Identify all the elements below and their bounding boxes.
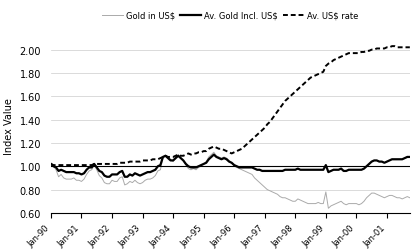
Av. US$ rate (285, 98, 290, 101)
Line: Av. Gold Incl. US$: Av. Gold Incl. US$ (51, 155, 409, 177)
Av. Gold Incl. US$ (48, 163, 53, 166)
Y-axis label: Index Value: Index Value (4, 98, 14, 154)
Gold in US$ (48, 163, 53, 166)
Av. US$ rate (223, 150, 228, 153)
Gold in US$ (277, 195, 282, 198)
Gold in US$ (285, 198, 290, 201)
Gold in US$ (239, 169, 244, 172)
Av. Gold Incl. US$ (287, 169, 292, 172)
Gold in US$ (223, 157, 228, 160)
Av. US$ rate (389, 45, 394, 48)
Legend: Gold in US$, Av. Gold Incl. US$, Av. US$ rate: Gold in US$, Av. Gold Incl. US$, Av. US$… (98, 8, 361, 24)
Gold in US$ (406, 197, 411, 200)
Av. Gold Incl. US$ (406, 156, 411, 159)
Av. US$ rate (160, 156, 165, 159)
Av. Gold Incl. US$ (280, 170, 285, 173)
Av. US$ rate (277, 107, 282, 110)
Gold in US$ (325, 207, 330, 210)
Av. US$ rate (239, 148, 244, 151)
Gold in US$ (211, 151, 216, 154)
Gold in US$ (157, 169, 162, 172)
Av. Gold Incl. US$ (241, 166, 246, 169)
Av. Gold Incl. US$ (371, 159, 376, 162)
Line: Gold in US$: Gold in US$ (51, 153, 409, 208)
Av. Gold Incl. US$ (160, 156, 165, 159)
Gold in US$ (371, 192, 376, 195)
Av. Gold Incl. US$ (226, 161, 231, 164)
Av. US$ rate (48, 163, 53, 166)
Av. US$ rate (406, 47, 411, 50)
Line: Av. US$ rate: Av. US$ rate (51, 47, 409, 166)
Av. Gold Incl. US$ (211, 153, 216, 156)
Av. US$ rate (51, 164, 56, 167)
Av. US$ rate (368, 49, 373, 52)
Av. Gold Incl. US$ (104, 176, 109, 179)
